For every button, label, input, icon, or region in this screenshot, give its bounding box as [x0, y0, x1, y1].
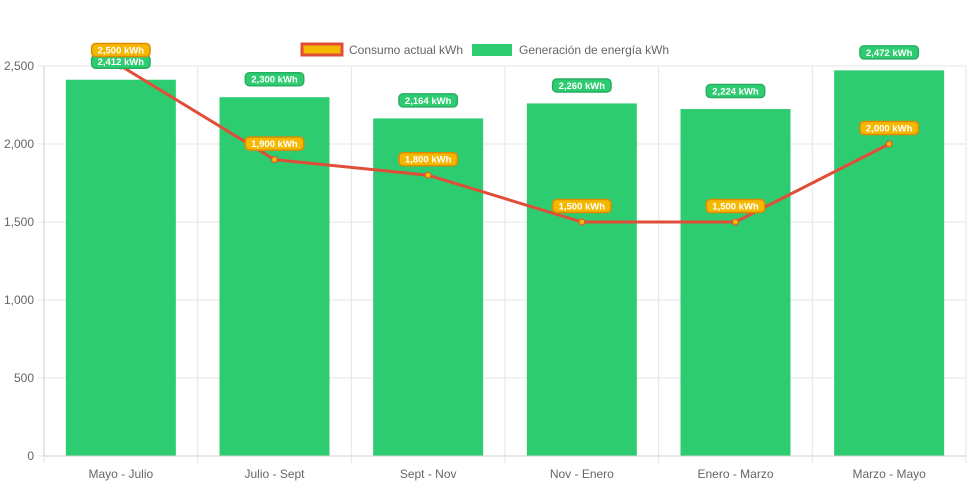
line-value-label-text: 2,000 kWh: [866, 124, 913, 135]
bar-value-label-bg: [398, 93, 459, 108]
x-tick-label: Julio - Sept: [244, 467, 305, 481]
bar-value-label: 2,164 kWh: [398, 93, 459, 108]
line-value-label-text: 1,900 kWh: [251, 139, 298, 150]
legend-swatch-consumption: [300, 42, 344, 57]
line-value-label: 1,900 kWh: [244, 136, 305, 151]
legend: Consumo actual kWh Generación de energía …: [300, 42, 669, 57]
y-tick-label: 2,500: [4, 59, 34, 73]
generation-bar: [373, 118, 484, 456]
line-value-label-bg: [705, 198, 766, 214]
line-value-label-bg: [90, 42, 151, 58]
y-tick-label: 2,000: [4, 137, 34, 151]
generation-bar: [219, 97, 330, 456]
y-tick-label: 500: [14, 371, 34, 385]
generation-bar: [680, 109, 791, 456]
line-value-label: 2,500 kWh: [90, 42, 151, 58]
bar-value-label-text: 2,472 kWh: [866, 48, 913, 59]
bar-value-label-text: 2,300 kWh: [251, 75, 298, 86]
axis-layer: 0 500 1,000 1,500 2,000 2,500 Mayo - Julio Juli…: [4, 59, 966, 481]
line-value-label: 1,500 kWh: [551, 198, 612, 214]
x-tick-label: Nov - Enero: [550, 467, 614, 481]
x-tick-label: Enero - Marzo: [697, 467, 773, 481]
bar-value-label: 2,224 kWh: [705, 83, 766, 99]
x-tick-label: Sept - Nov: [400, 467, 457, 481]
line-value-label-text: 1,500 kWh: [712, 202, 759, 213]
line-value-label: 1,800 kWh: [398, 151, 459, 167]
bar-value-label-bg: [551, 78, 612, 93]
line-value-label-bg: [551, 198, 612, 214]
consumption-point: [424, 171, 432, 179]
x-tick-label: Mayo - Julio: [88, 467, 153, 481]
line-value-label-bg: [244, 136, 305, 151]
bar-value-label-bg: [244, 71, 305, 87]
bar-value-label: 2,472 kWh: [859, 45, 920, 60]
legend-label-generation: Generación de energía kWh: [519, 43, 669, 57]
legend-swatch-generation: [472, 44, 512, 56]
label-layer: 2,412 kWh 2,300 kWh 2,164 kWh 2,260 kWh 2,22…: [90, 42, 920, 214]
legend-item-generation: Generación de energía kWh: [472, 43, 669, 57]
generation-bar: [65, 79, 176, 456]
line-value-label: 1,500 kWh: [705, 198, 766, 214]
x-tick-label: Marzo - Mayo: [852, 467, 926, 481]
line-value-label-text: 2,500 kWh: [98, 46, 145, 57]
grid-layer: [38, 65, 967, 463]
line-value-label: 2,000 kWh: [859, 120, 920, 136]
bar-value-label-text: 2,164 kWh: [405, 96, 452, 107]
bar-value-label-bg: [705, 83, 766, 99]
legend-item-consumption: Consumo actual kWh: [300, 42, 463, 57]
line-value-label-bg: [859, 120, 920, 136]
consumption-point: [885, 140, 893, 148]
bar-value-label-bg: [859, 45, 920, 60]
y-tick-label: 0: [27, 449, 34, 463]
y-tick-label: 1,500: [4, 215, 34, 229]
bar-layer: [65, 70, 945, 457]
line-value-label-text: 1,500 kWh: [559, 202, 606, 213]
bar-value-label-text: 2,224 kWh: [712, 87, 759, 98]
bar-value-label: 2,300 kWh: [244, 71, 305, 87]
line-value-label-text: 1,800 kWh: [405, 155, 452, 166]
line-value-label-bg: [398, 151, 459, 167]
bar-value-label-text: 2,412 kWh: [98, 57, 145, 68]
consumption-point: [732, 218, 739, 226]
bar-value-label-text: 2,260 kWh: [559, 81, 606, 92]
bar-value-label: 2,260 kWh: [551, 78, 612, 93]
legend-label-consumption: Consumo actual kWh: [349, 43, 463, 57]
generation-bar: [526, 103, 637, 456]
consumption-point: [271, 156, 278, 164]
y-tick-label: 1,000: [4, 293, 34, 307]
consumption-point: [578, 218, 586, 226]
